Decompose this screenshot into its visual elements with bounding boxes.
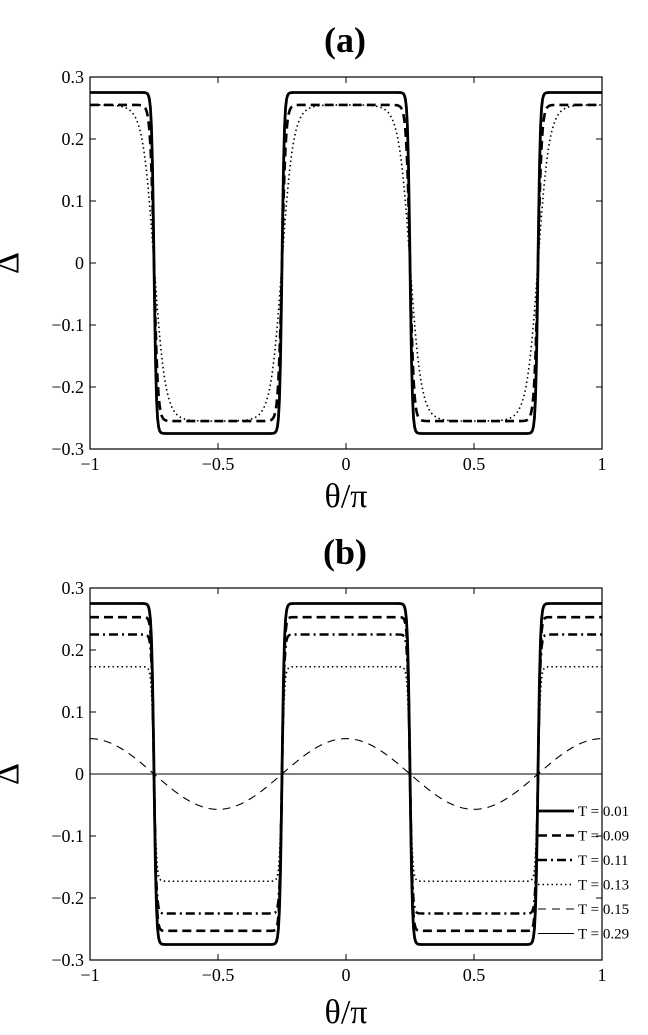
panel-b-legend-label-5: T = 0.29 [578, 927, 629, 943]
panel-a-ytick-label: −0.2 [51, 377, 84, 397]
panel-b-title: (b) [323, 532, 367, 572]
panel-b-ytick-label: −0.1 [51, 826, 84, 846]
panel-b-legend: T = 0.01 T = 0.09 T = 0.11 T = 0.13 T = 0.15… [538, 804, 629, 943]
panel-b-ytick-label: 0.1 [62, 702, 85, 722]
panel-b-xtick-label: −0.5 [202, 965, 235, 985]
panel-a-ticks: −1 −0.5 0 0.5 1 0.3 0.2 0.1 0 −0.1 −0.2 −0.3 [51, 67, 606, 474]
panel-b-legend-label-3: T = 0.13 [578, 878, 629, 894]
panel-a-ytick-label: 0.1 [62, 191, 85, 211]
panel-b-legend-label-1: T = 0.09 [578, 829, 629, 845]
panel-a-series-0-line [89, 91, 603, 435]
panel-b-series-4-line [89, 738, 603, 810]
panel-a-lines [89, 91, 603, 435]
panel-b-legend-label-2: T = 0.11 [578, 853, 629, 869]
panel-a-xlabel: θ/π [325, 478, 368, 515]
panel-a: (a) −1 −0.5 0 0.5 1 0.3 0.2 0.1 0 −0.1 −0.2 −0.3 θ/… [0, 20, 607, 515]
panel-b-xtick-label: 1 [598, 965, 607, 985]
panel-a-xtick-label: 0.5 [463, 454, 486, 474]
panel-b-ytick-label: −0.2 [51, 888, 84, 908]
panel-a-ylabel: Δ [0, 252, 26, 274]
panel-a-ytick-label: 0 [75, 253, 84, 273]
panel-b-xtick-label: 0.5 [463, 965, 486, 985]
panel-b-ytick-label: −0.3 [51, 950, 84, 970]
panel-a-xtick-label: −0.5 [202, 454, 235, 474]
panel-a-ytick-label: −0.1 [51, 315, 84, 335]
panel-b-xlabel: θ/π [325, 994, 368, 1031]
panel-b-lines [89, 602, 603, 946]
panel-a-ytick-label: 0.2 [62, 129, 85, 149]
panel-b-series-1-line [89, 615, 603, 933]
panel-b-ticks: −1 −0.5 0 0.5 1 0.3 0.2 0.1 0 −0.1 −0.2 −0.3 [51, 578, 606, 985]
panel-a-series-2-line [90, 104, 602, 422]
panel-a-title: (a) [324, 20, 366, 60]
panel-b-series-3-line [90, 665, 602, 883]
panel-a-ytick-label: 0.3 [62, 67, 85, 87]
panel-b-series-0-line [89, 602, 603, 946]
panel-b-ytick-label: 0 [75, 764, 84, 784]
panel-b-legend-label-4: T = 0.15 [578, 902, 629, 918]
panel-a-xtick-label: 1 [598, 454, 607, 474]
panel-b-ytick-label: 0.3 [62, 578, 85, 598]
panel-b-ylabel: Δ [0, 763, 26, 785]
panel-b-xtick-label: 0 [342, 965, 351, 985]
panel-a-xtick-label: −1 [80, 454, 99, 474]
panel-b: (b) −1 −0.5 0 0.5 1 0.3 0.2 0.1 0 −0.1 −0.2 −0.3 T … [0, 532, 629, 1031]
panel-b-ytick-label: 0.2 [62, 640, 85, 660]
panel-b-series-2-line [89, 633, 603, 915]
panel-b-legend-label-0: T = 0.01 [578, 804, 629, 820]
panel-a-series-1-line [89, 103, 603, 423]
panel-a-axes-box [89, 76, 603, 450]
panel-a-xtick-label: 0 [342, 454, 351, 474]
panel-a-ytick-label: −0.3 [51, 439, 84, 459]
panel-b-xtick-label: −1 [80, 965, 99, 985]
